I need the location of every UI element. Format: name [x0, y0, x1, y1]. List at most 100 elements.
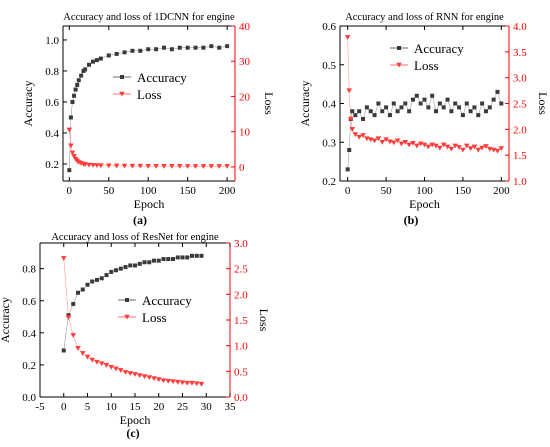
- data-point-loss: [137, 163, 144, 169]
- data-point-accuracy: [217, 45, 222, 50]
- data-point-accuracy: [94, 58, 99, 63]
- data-point-accuracy: [430, 93, 435, 98]
- data-point-accuracy: [152, 258, 156, 263]
- data-point-loss: [105, 163, 112, 169]
- data-point-accuracy: [225, 44, 230, 49]
- data-point-loss: [463, 143, 470, 149]
- x-tick-label: 100: [416, 185, 433, 197]
- x-tick-label: 100: [140, 185, 157, 197]
- x-tick-label: 5: [85, 401, 91, 413]
- data-point-loss: [448, 146, 455, 152]
- data-point-accuracy: [193, 45, 198, 50]
- y-right-tick-label: 2.0: [513, 124, 527, 136]
- data-point-accuracy: [460, 113, 465, 118]
- data-point-loss: [151, 376, 157, 382]
- data-point-accuracy: [194, 253, 199, 258]
- data-point-loss: [86, 162, 92, 168]
- data-point-loss: [475, 147, 482, 153]
- data-point-loss: [146, 375, 153, 381]
- data-point-accuracy: [95, 277, 99, 282]
- data-point-loss: [352, 132, 359, 138]
- data-point-accuracy: [128, 263, 133, 268]
- data-point-loss: [155, 377, 162, 383]
- data-point-accuracy: [185, 255, 190, 260]
- data-point-loss: [460, 147, 466, 153]
- chart-panel-c: Accuracy and loss of ResNet for engine -5…: [0, 232, 271, 440]
- x-tick-label: 0: [345, 185, 351, 197]
- legend: Accuracy Loss: [118, 293, 192, 325]
- y-left-tick-label: 0.3: [322, 137, 336, 149]
- data-point-loss: [456, 145, 462, 150]
- series-line-accuracy: [347, 91, 502, 170]
- y-left-tick-label: 0.8: [45, 66, 59, 78]
- data-point-loss: [176, 164, 183, 169]
- data-point-loss: [189, 380, 195, 386]
- data-point-accuracy: [347, 148, 352, 152]
- data-point-loss: [121, 163, 128, 169]
- data-point-accuracy: [399, 105, 404, 110]
- data-point-loss: [94, 163, 100, 168]
- data-point-loss: [103, 362, 110, 368]
- data-point-loss: [66, 127, 73, 133]
- data-point-accuracy: [70, 99, 75, 104]
- series-loss: [344, 35, 505, 154]
- x-tick-label: 0: [61, 401, 67, 413]
- data-point-loss: [129, 163, 136, 169]
- legend-label: Loss: [142, 310, 167, 325]
- data-point-loss: [360, 133, 366, 139]
- data-point-accuracy: [133, 263, 137, 268]
- data-point-loss: [349, 127, 356, 132]
- data-point-loss: [136, 373, 143, 378]
- legend-label: Accuracy: [142, 293, 192, 308]
- data-point-accuracy: [468, 109, 473, 114]
- data-point-accuracy: [345, 167, 350, 172]
- data-point-accuracy: [480, 101, 485, 106]
- y-right-tick-label: 2.5: [513, 99, 527, 111]
- data-point-loss: [141, 374, 148, 379]
- data-point-accuracy: [364, 105, 369, 110]
- data-point-accuracy: [357, 109, 362, 114]
- data-point-loss: [70, 333, 77, 338]
- chart-title: Accuracy and loss of RNN for engine: [345, 12, 504, 23]
- y-right-axis-label: Loss: [257, 309, 271, 332]
- data-point-loss: [174, 379, 181, 385]
- data-point-loss: [193, 381, 200, 387]
- chart-panel-a: Accuracy and loss of 1DCNN for engine 0 50…: [21, 12, 276, 227]
- x-tick-label: 200: [493, 185, 510, 197]
- y-left-tick-label: 0.0: [22, 392, 36, 404]
- y-left-axis-label: Accuracy: [21, 81, 35, 127]
- data-point-accuracy: [491, 97, 496, 102]
- data-point-accuracy: [73, 87, 78, 92]
- data-point-accuracy: [499, 101, 504, 106]
- legend-marker: [397, 46, 401, 50]
- data-point-loss: [98, 163, 104, 169]
- data-point-accuracy: [61, 348, 66, 353]
- data-point-accuracy: [83, 67, 88, 72]
- data-point-accuracy: [114, 268, 118, 273]
- data-point-accuracy: [487, 105, 492, 110]
- data-point-accuracy: [472, 105, 477, 110]
- data-point-accuracy: [137, 261, 142, 266]
- x-tick-label: 150: [455, 185, 472, 197]
- x-tick-label: 10: [106, 401, 118, 413]
- x-axis-label: Epoch: [134, 197, 165, 211]
- data-point-accuracy: [387, 113, 392, 118]
- data-point-loss: [390, 140, 397, 146]
- y-right-tick-label: 20: [239, 91, 251, 103]
- data-point-loss: [344, 35, 351, 40]
- legend-marker: [120, 75, 124, 79]
- data-point-loss: [71, 154, 77, 159]
- series-accuracy: [345, 89, 504, 172]
- data-point-loss: [160, 378, 167, 384]
- data-point-loss: [65, 315, 72, 320]
- y-right-tick-label: 40: [239, 21, 251, 33]
- data-point-loss: [161, 163, 167, 169]
- data-point-accuracy: [114, 51, 119, 56]
- x-tick-label: 15: [130, 401, 142, 413]
- data-point-accuracy: [464, 101, 469, 106]
- legend: Accuracy Loss: [113, 70, 187, 102]
- y-right-axis-label: Loss: [536, 92, 550, 115]
- data-point-loss: [169, 164, 175, 169]
